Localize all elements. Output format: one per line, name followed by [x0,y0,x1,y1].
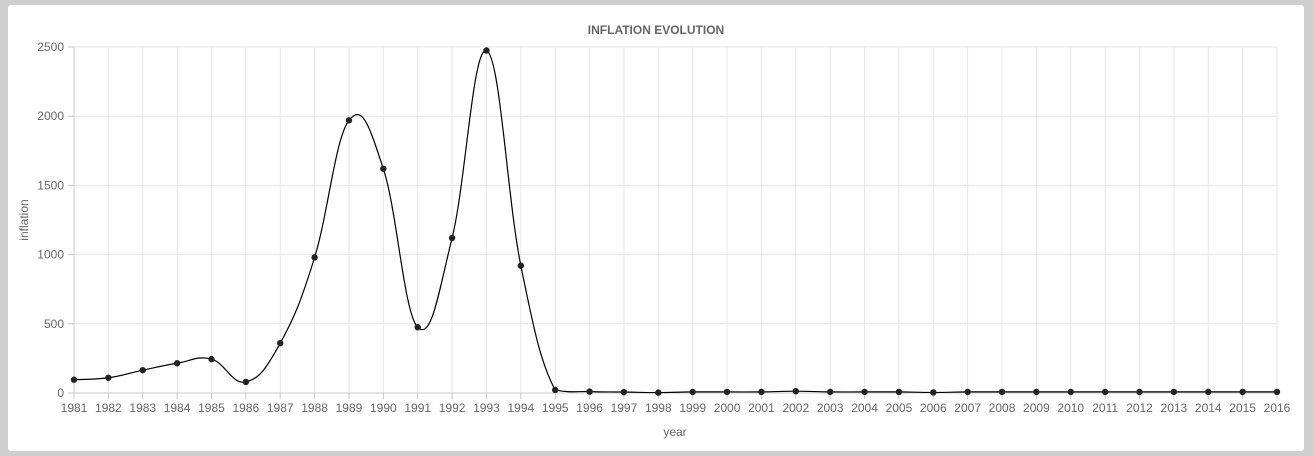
data-point[interactable] [689,388,696,396]
x-tick-label: 2002 [782,401,809,415]
data-point[interactable] [655,389,662,396]
data-point[interactable] [380,165,387,172]
x-tick-label: 2010 [1057,401,1084,415]
data-point[interactable] [70,376,78,383]
data-point[interactable] [208,355,215,363]
data-point[interactable] [930,389,937,396]
y-tick-label: 2000 [37,109,64,123]
x-axis-label: year [663,425,686,439]
x-tick-label: 2015 [1229,401,1256,415]
data-point[interactable] [552,386,559,394]
data-point[interactable] [517,262,525,269]
x-tick-label: 1987 [267,401,294,415]
x-tick-label: 1986 [233,401,260,415]
data-point[interactable] [1101,388,1109,396]
x-tick-label: 2008 [989,401,1016,415]
x-tick-labels: 1981 1982 1983 1984 1985 1986 1987 1988 1989 1990… [61,401,1291,415]
data-point[interactable] [1205,388,1212,396]
x-tick-label: 2016 [1264,401,1291,415]
x-tick-label: 1997 [611,401,638,415]
data-point[interactable] [998,388,1006,396]
y-tick-label: 0 [57,386,64,400]
data-point[interactable] [483,47,490,54]
x-tick-label: 1992 [439,401,466,415]
x-tick-label: 1988 [301,401,328,415]
data-point[interactable] [1136,388,1143,396]
data-point[interactable] [173,360,181,367]
data-point[interactable] [448,234,456,242]
data-point[interactable] [105,374,112,381]
data-point[interactable] [1067,388,1074,396]
x-tick-label: 1984 [164,401,191,415]
series [70,47,1281,396]
chart-title: INFLATION EVOLUTION [588,23,724,37]
data-point[interactable] [1170,388,1178,396]
x-tick-label: 2014 [1195,401,1222,415]
data-point[interactable] [277,339,284,347]
y-tick-label: 500 [44,317,64,331]
y-tick-label: 2500 [37,40,64,54]
x-tick-label: 1998 [645,401,672,415]
data-point[interactable] [414,324,421,331]
y-tick-labels: 0 500 1000 1500 2000 2500 [37,40,64,400]
data-point[interactable] [826,388,834,396]
data-point[interactable] [620,388,628,396]
x-tick-label: 2004 [851,401,878,415]
data-point[interactable] [723,388,731,396]
data-point[interactable] [758,388,765,396]
data-point[interactable] [1239,388,1246,396]
x-tick-label: 1990 [370,401,397,415]
x-tick-label: 1995 [542,401,569,415]
x-tick-label: 2012 [1126,401,1153,415]
x-tick-label: 1983 [129,401,156,415]
data-point[interactable] [964,388,971,396]
axes [68,46,1278,399]
x-tick-label: 2013 [1161,401,1188,415]
x-tick-label: 2011 [1092,401,1118,415]
data-point[interactable] [792,388,799,395]
grid [73,46,1278,394]
x-tick-label: 1982 [95,401,122,415]
data-point[interactable] [139,366,146,374]
chart-card [8,5,1304,451]
data-point[interactable] [242,378,250,386]
x-tick-label: 1991 [404,401,431,415]
x-tick-label: 2009 [1023,401,1050,415]
x-tick-label: 1989 [336,401,363,415]
series-line [73,49,1277,394]
data-point[interactable] [586,388,593,395]
x-tick-label: 2003 [817,401,844,415]
x-tick-label: 2007 [954,401,981,415]
x-tick-label: 2000 [714,401,741,415]
data-point[interactable] [1273,388,1281,396]
data-point[interactable] [895,388,903,396]
x-tick-label: 1999 [679,401,706,415]
y-tick-label: 1000 [37,248,64,262]
x-tick-label: 2006 [920,401,947,415]
data-point[interactable] [1033,388,1040,396]
data-point[interactable] [345,117,353,124]
x-tick-label: 2005 [886,401,913,415]
x-tick-label: 1981 [61,401,88,415]
data-point[interactable] [311,254,318,261]
x-tick-label: 1985 [198,401,225,415]
x-tick-label: 2001 [748,401,775,415]
x-tick-label: 1996 [576,401,603,415]
y-tick-label: 1500 [37,178,64,192]
data-point[interactable] [861,388,868,396]
y-axis-label: inflation [17,199,31,240]
x-tick-label: 1994 [507,401,534,415]
x-tick-label: 1993 [473,401,500,415]
